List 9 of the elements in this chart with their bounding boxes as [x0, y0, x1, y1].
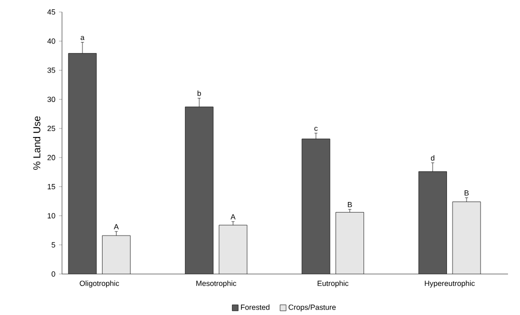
- bar: [418, 171, 447, 274]
- bar: [219, 224, 248, 274]
- bar: [302, 138, 330, 274]
- bar: [185, 106, 214, 274]
- y-axis-title: % Land Use: [33, 116, 40, 170]
- bar: [102, 235, 130, 274]
- bar: [452, 201, 481, 274]
- bar: [68, 53, 96, 274]
- bar: [336, 212, 364, 274]
